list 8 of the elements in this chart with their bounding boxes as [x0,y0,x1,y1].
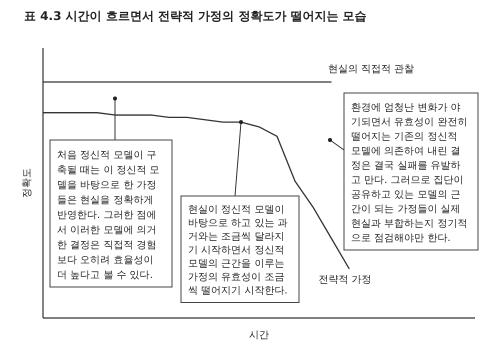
series-label: 현실의 직접적 관찰 [328,64,414,75]
series-label: 전략적 가정 [318,274,372,286]
annotation: 환경에 엄청난 변화가 야 기되면서 유효성이 완전히 떨어지는 기존의 정신적 모델에 의존하여 내린 결 정은 결국 실패를 유발하 고 만다. 그러므로 집단이 공유하고 있는 모델의 근 간이 되는 가정들이 실제 현실과 부합하는지 정기적 으로 점검해야만 한다. [328,92,478,250]
annotation: 현실이 정신적 모델이 바탕으로 하고 있는 과 거와는 조금씩 달라지 기 시작하면서 정신적 모델의 근간을 이루는 가정의 유효성이 조금 씩 떨어지기 시작한다. [188,204,288,296]
y-axis-title: 정확도 [22,168,33,198]
chart-title: 표 4.3 시간이 흐르면서 전략적 가정의 정확도가 떨어지는 모습 [24,9,367,23]
x-axis-title: 시간 [249,330,269,341]
annotation: 처음 정신적 모델이 구 축될 때는 이 정신적 모 델을 바탕으로 한 가정 들은 현실을 정확하게 반영한다. 그러한 점에 서 이러한 모델에 의거 한 결정은 직접적 경험 보다 오히려 효율성이 더 높다고 볼 수 있다. [50,96,172,288]
